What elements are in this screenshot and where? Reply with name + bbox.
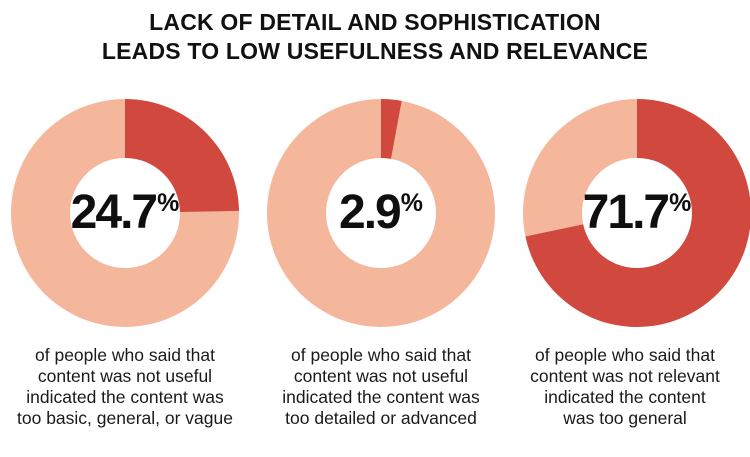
donut-chart-detailed: 2.9% bbox=[267, 99, 495, 327]
caption-line: of people who said that bbox=[35, 345, 215, 365]
donut-hole bbox=[70, 158, 180, 268]
donut-chart-basic: 24.7% bbox=[11, 99, 239, 327]
caption-line: content was not useful bbox=[37, 366, 213, 386]
donut-chart-general: 71.7% bbox=[523, 99, 750, 327]
caption-line: of people who said that bbox=[535, 345, 715, 365]
caption-general: of people who said that content was not … bbox=[500, 345, 750, 429]
caption-line: too basic, general, or vague bbox=[17, 408, 233, 428]
caption-basic: of people who said that content was not … bbox=[0, 345, 250, 429]
caption-line: indicated the content was bbox=[26, 387, 224, 407]
donut-svg-general bbox=[523, 99, 750, 327]
caption-detailed: of people who said that content was not … bbox=[256, 345, 506, 429]
caption-line: was too general bbox=[563, 408, 687, 428]
chart-title: LACK OF DETAIL AND SOPHISTICATION LEADS … bbox=[0, 8, 750, 66]
caption-line: content was not useful bbox=[293, 366, 469, 386]
caption-line: content was not relevant bbox=[530, 366, 720, 386]
caption-line: indicated the content was bbox=[282, 387, 480, 407]
donut-svg-detailed bbox=[267, 99, 495, 327]
donut-hole bbox=[582, 158, 692, 268]
chart-title-line-2: LEADS TO LOW USEFULNESS AND RELEVANCE bbox=[101, 38, 649, 64]
chart-title-line-1: LACK OF DETAIL AND SOPHISTICATION bbox=[149, 9, 601, 35]
caption-line: of people who said that bbox=[291, 345, 471, 365]
donut-svg-basic bbox=[11, 99, 239, 327]
donut-hole bbox=[326, 158, 436, 268]
caption-line: too detailed or advanced bbox=[285, 408, 477, 428]
caption-line: indicated the content bbox=[544, 387, 706, 407]
